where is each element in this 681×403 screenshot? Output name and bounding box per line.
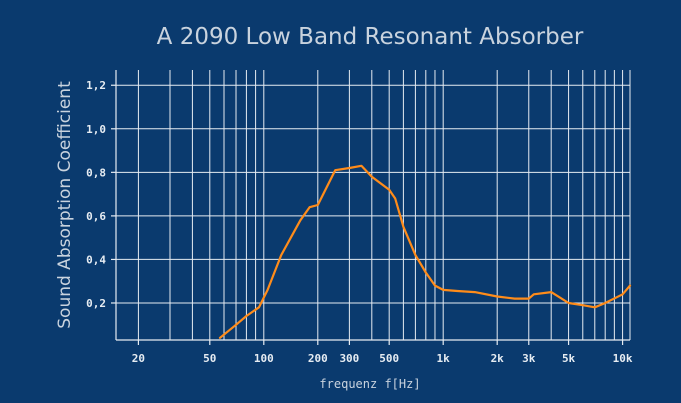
y-tick-label: 0,6 — [86, 210, 106, 223]
x-tick-label: 1k — [437, 352, 451, 365]
y-tick-label: 1,2 — [86, 79, 106, 92]
y-tick-label: 0,4 — [86, 253, 106, 266]
axes — [111, 70, 630, 345]
x-tick-label: 20 — [132, 352, 145, 365]
x-tick-label: 100 — [254, 352, 274, 365]
x-tick-label: 300 — [339, 352, 359, 365]
x-tick-label: 5k — [562, 352, 576, 365]
y-tick-label: 0,2 — [86, 297, 106, 310]
x-tick-label: 3k — [522, 352, 536, 365]
x-tick-label: 2k — [491, 352, 505, 365]
x-tick-label: 50 — [203, 352, 216, 365]
grid-lines — [116, 70, 631, 340]
y-tick-label: 0,8 — [86, 166, 106, 179]
chart-title: A 2090 Low Band Resonant Absorber — [157, 24, 584, 50]
x-tick-label: 10k — [613, 352, 633, 365]
y-axis-label: Sound Absorption Coefficient — [55, 81, 75, 329]
series-layer — [218, 164, 632, 339]
series-line — [218, 164, 632, 339]
x-tick-label: 500 — [379, 352, 399, 365]
y-tick-label: 1,0 — [86, 123, 106, 136]
x-tick-label: 200 — [308, 352, 328, 365]
tick-labels: 0,2 0,4 0,6 0,8 1,0 1,2 20 50 100 200 300 500 1k 2k 3k… — [86, 79, 633, 365]
x-axis-label: frequenz f[Hz] — [319, 377, 420, 391]
